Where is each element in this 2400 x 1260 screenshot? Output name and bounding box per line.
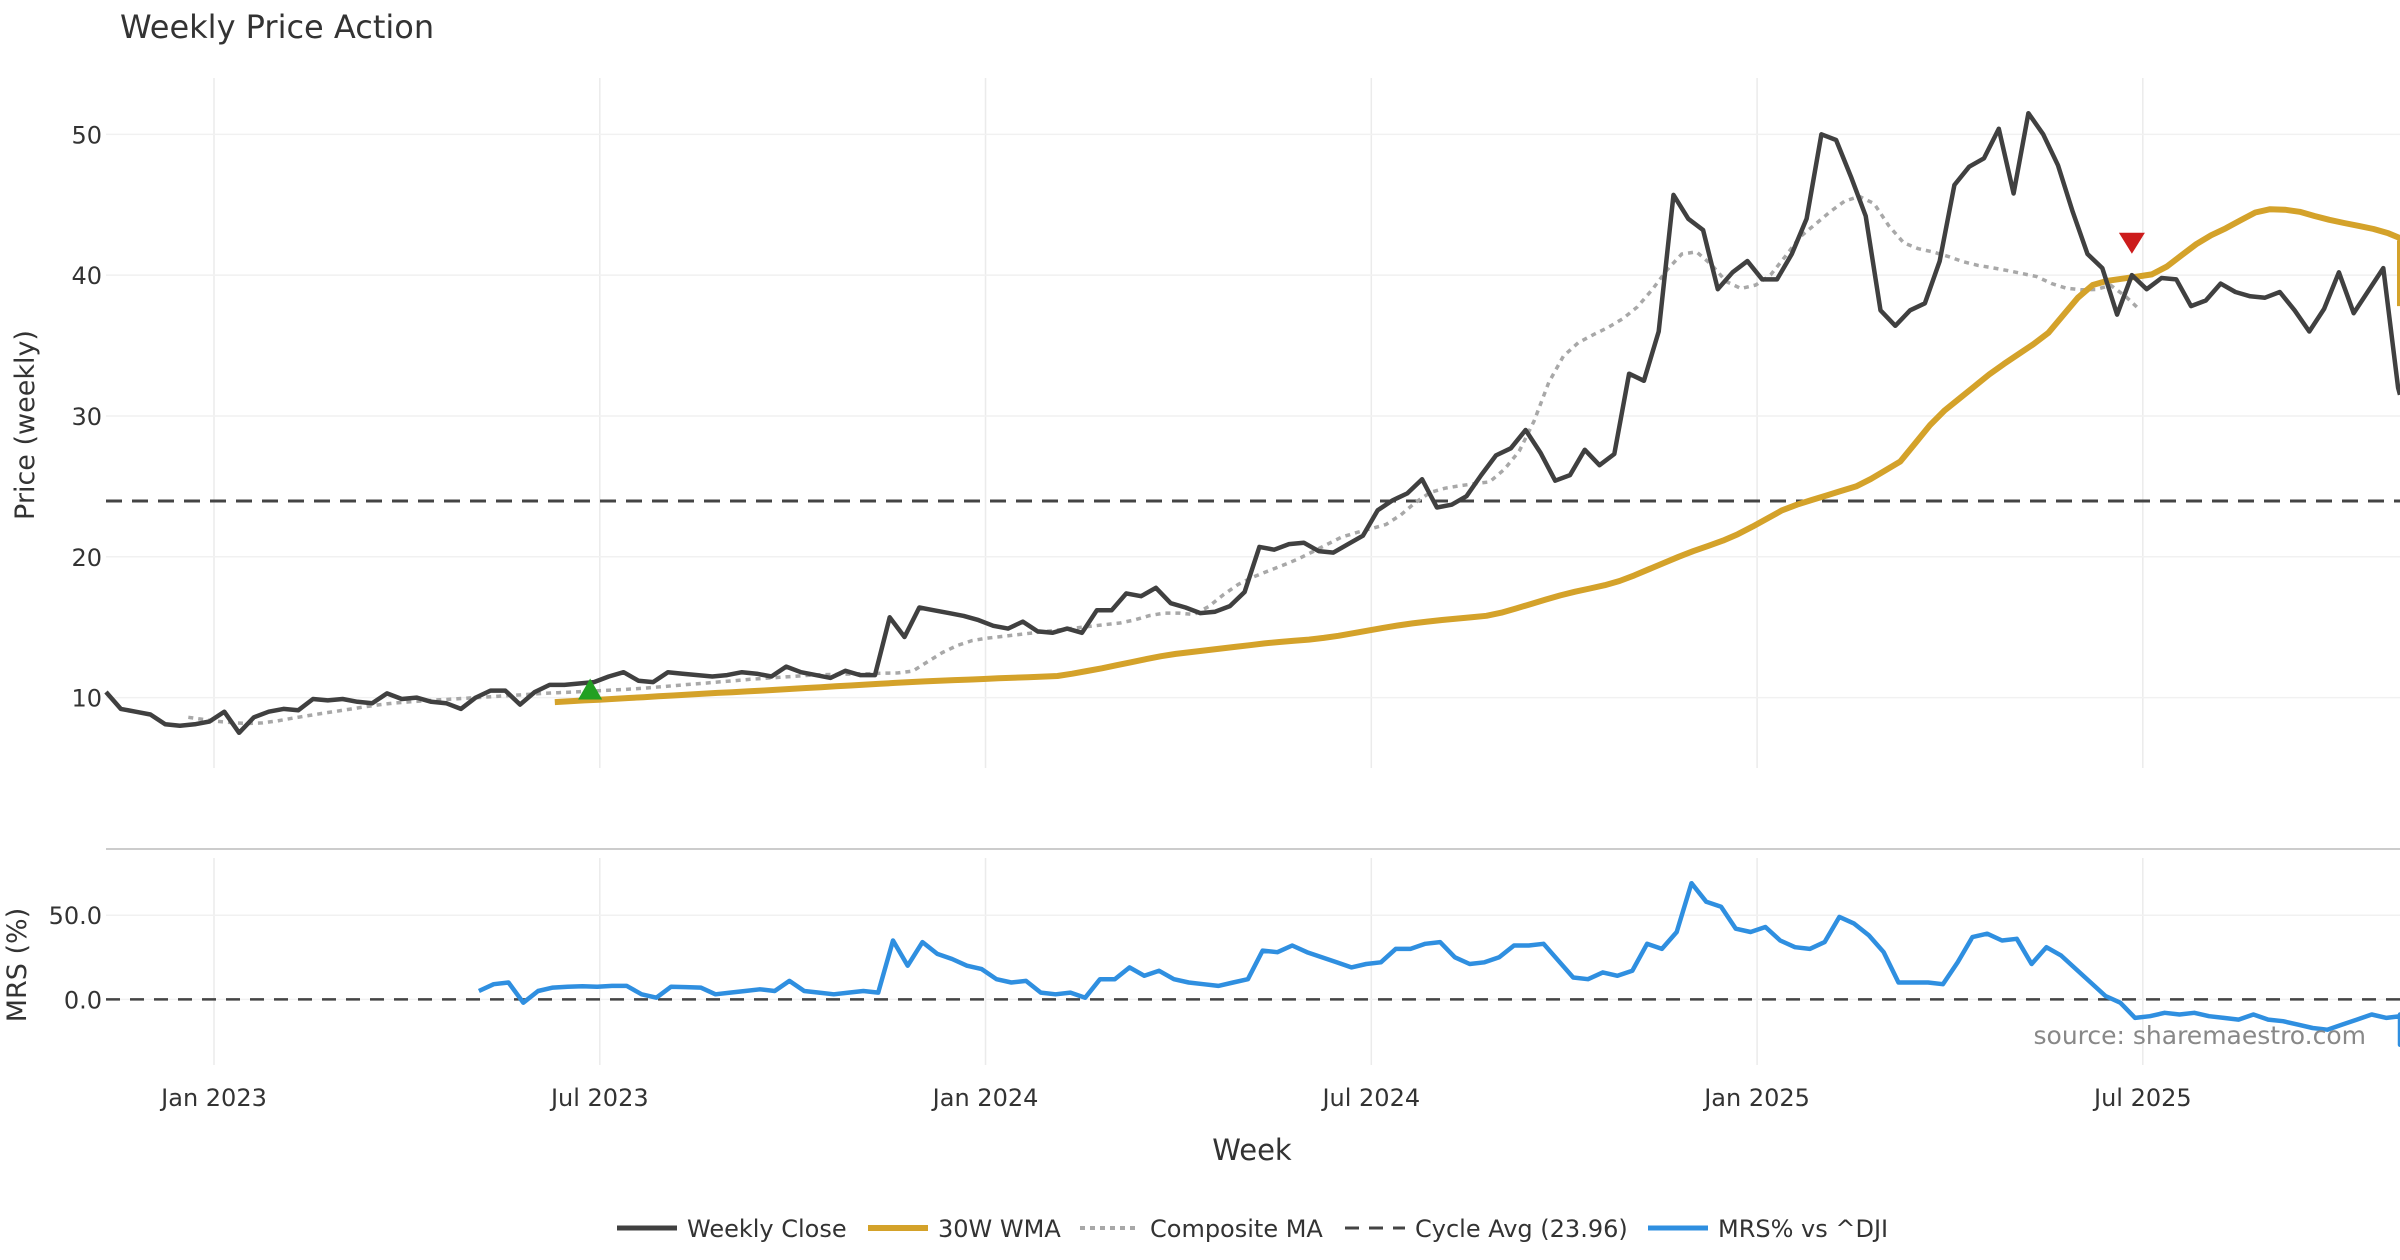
x-tick-label: Jul 2024 [1320,1084,1420,1112]
mrs-series-group [106,880,2400,1048]
price-series-group [104,110,2400,736]
source-annotation: source: sharemaestro.com [2034,1021,2367,1050]
mrs-y-axis: 0.0 50.0 [49,902,102,1014]
x-tick-label: Jan 2024 [931,1084,1039,1112]
sell-signal-marker [2118,232,2145,254]
mrs-y-axis-label: MRS (%) [2,908,33,1023]
x-axis: Jan 2023 Jul 2023 Jan 2024 Jul 2024 Jan 2025… [159,1084,2191,1112]
weekly-close-line [104,110,2400,736]
price-y-tick-label: 30 [71,403,102,431]
mrs-y-tick-label: 50.0 [49,902,102,930]
chart-legend: Weekly Close 30W WMA Composite MA Cycle Avg… [617,1215,1888,1243]
buy-signal-marker [578,678,603,700]
price-y-tick-label: 10 [71,685,102,713]
mrs-vs-dji-line [477,880,2400,1048]
x-tick-label: Jan 2025 [1702,1084,1810,1112]
chart-title: Weekly Price Action [120,8,434,46]
legend-label-30w-wma: 30W WMA [938,1215,1061,1243]
price-y-tick-label: 40 [71,262,102,290]
price-y-tick-label: 50 [71,121,102,149]
mrs-y-tick-label: 0.0 [64,986,102,1014]
price-y-axis: 10 20 30 40 50 [71,121,102,712]
price-y-axis-label: Price (weekly) [10,330,41,520]
x-tick-label: Jul 2025 [2092,1084,2192,1112]
legend-label-cycle-avg-23-96: Cycle Avg (23.96) [1415,1215,1628,1243]
x-tick-label: Jan 2023 [159,1084,267,1112]
x-axis-label: Week [1212,1133,1292,1167]
legend-label-weekly-close: Weekly Close [687,1215,847,1243]
30w-wma-line [554,206,2400,706]
legend-label-mrs-vs-dji: MRS% vs ^DJI [1718,1215,1888,1243]
price-panel-grid [106,78,2400,768]
price-y-tick-label: 20 [71,544,102,572]
mrs-panel-grid [106,858,2400,1065]
legend-label-composite-ma: Composite MA [1150,1215,1323,1243]
x-tick-label: Jul 2023 [549,1084,649,1112]
